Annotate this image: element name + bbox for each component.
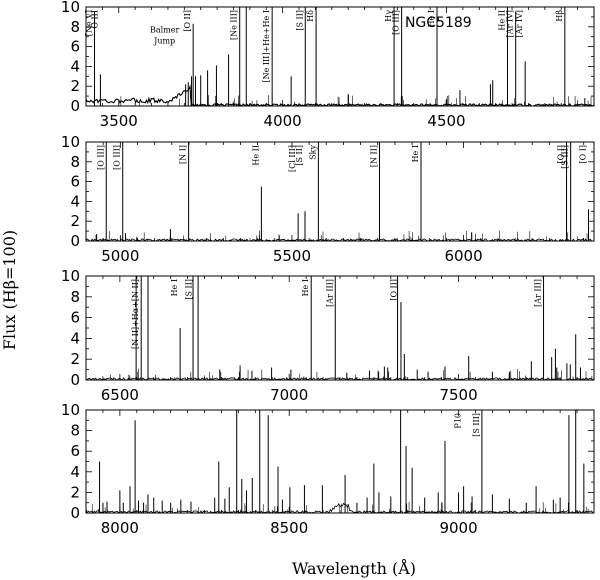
- y-tick-label: 4: [70, 463, 80, 481]
- line-annotation: [N II]+Hα+[N II]: [131, 279, 140, 349]
- plot-frame: [85, 409, 595, 514]
- y-tick-label: 4: [70, 329, 80, 347]
- y-tick-label: 4: [70, 192, 80, 210]
- line-annotation: He I: [301, 279, 310, 296]
- line-annotation: He II: [251, 145, 260, 166]
- line-annotation: Hδ: [306, 10, 315, 22]
- line-annotation: [Ar III]: [534, 279, 543, 307]
- line-annotation: Hγ: [384, 10, 393, 22]
- line-annotation: [O III]: [113, 145, 122, 170]
- y-tick-label: 6: [70, 38, 80, 56]
- object-name-label: NGC5189: [405, 15, 472, 31]
- plot-frame: [85, 141, 595, 242]
- x-tick-label: 5000: [101, 247, 139, 265]
- line-annotation: [S II]: [295, 10, 304, 31]
- line-annotation: [Ar IV]: [506, 10, 515, 37]
- line-annotation: Sky: [308, 145, 317, 160]
- y-tick-label: 8: [70, 153, 80, 171]
- x-tick-label: 8000: [101, 519, 139, 537]
- panel-4: 8000 8500 9000 0 2 4 6 8 10 P10 [S III]: [61, 401, 595, 537]
- line-annotation: [Ne III]+He+He I: [262, 10, 271, 83]
- line-annotation: He I: [427, 10, 436, 27]
- feature-annotation: Balmer: [150, 26, 180, 35]
- feature-annotation: Jump: [153, 37, 175, 46]
- x-tick-label: 4500: [427, 112, 465, 130]
- y-tick-label: 4: [70, 57, 80, 75]
- x-axis-title: Wavelength (Å): [292, 558, 416, 578]
- y-tick-label: 0: [70, 97, 80, 115]
- panel-3: 6500 7000 7500 0 2 4 6 8 10 [N II]+Hα+[N II] He I […: [61, 267, 595, 404]
- line-annotation: [S III]: [472, 413, 481, 437]
- y-tick-label: 8: [70, 288, 80, 306]
- panel-1: 3500 4000 4500 0 2 46 8 10 [Ne V]O III [O II] [Ne …: [61, 0, 595, 130]
- x-tick-label: 3500: [100, 112, 138, 130]
- y-tick-label: 10: [61, 0, 80, 16]
- line-annotation: [Ar IV]: [515, 10, 524, 37]
- line-annotation: [Ne III]: [230, 10, 239, 40]
- y-tick-label: 6: [70, 173, 80, 191]
- panel-2: 5000 5500 6000 0 2 46 8 10 [O III] [O III] [N I] He…: [61, 133, 595, 265]
- line-annotation: [N II]: [369, 145, 378, 167]
- line-annotation: [O III]: [392, 10, 401, 35]
- x-tick-label: 7500: [439, 386, 477, 404]
- line-annotation: [S II]: [295, 145, 304, 166]
- line-annotation: P10: [454, 413, 463, 429]
- plot-frame: [85, 275, 595, 381]
- line-annotation: [S II]: [184, 279, 193, 300]
- x-tick-label: 8500: [270, 519, 308, 537]
- line-annotation: He II: [497, 10, 506, 31]
- y-tick-label: 6: [70, 309, 80, 327]
- line-annotation: [O I]: [579, 145, 588, 164]
- y-tick-label: 0: [70, 504, 80, 522]
- line-annotation: [O I]: [557, 145, 566, 164]
- line-annotation: Hβ: [555, 10, 564, 22]
- x-tick-label: 6000: [444, 247, 482, 265]
- line-annotation: [N I]: [179, 145, 188, 164]
- y-tick-label: 8: [70, 18, 80, 36]
- line-annotation: [Cl III]: [288, 145, 297, 172]
- line-annotation: He I: [170, 279, 179, 296]
- x-tick-label: 6500: [101, 386, 139, 404]
- line-annotation: He I: [411, 145, 420, 162]
- line-annotation: [S III]: [561, 145, 570, 169]
- line-annotation: [O III]: [96, 145, 105, 170]
- line-annotation: [O II]: [389, 279, 398, 301]
- y-tick-label: 2: [70, 483, 80, 501]
- y-tick-label: 6: [70, 442, 80, 460]
- x-tick-label: 9000: [439, 519, 477, 537]
- x-tick-label: 5500: [273, 247, 311, 265]
- line-annotation: [O II]: [183, 10, 192, 32]
- x-tick-label: 7000: [270, 386, 308, 404]
- y-tick-label: 10: [61, 401, 80, 419]
- y-tick-label: 2: [70, 350, 80, 368]
- y-axis-title: Flux (Hβ=100): [0, 230, 19, 350]
- y-tick-label: 0: [70, 371, 80, 389]
- continuum-line: [86, 84, 594, 106]
- y-tick-label: 10: [61, 133, 80, 151]
- y-tick-label: 2: [70, 77, 80, 95]
- line-annotation: [Ne V]: [85, 10, 94, 36]
- x-tick-label: 4000: [264, 112, 302, 130]
- line-annotation: [Ar III]: [325, 279, 334, 307]
- y-tick-label: 2: [70, 212, 80, 230]
- y-tick-label: 0: [70, 232, 80, 250]
- y-tick-label: 8: [70, 422, 80, 440]
- y-tick-label: 10: [61, 267, 80, 285]
- line-annotation: O III: [90, 10, 99, 29]
